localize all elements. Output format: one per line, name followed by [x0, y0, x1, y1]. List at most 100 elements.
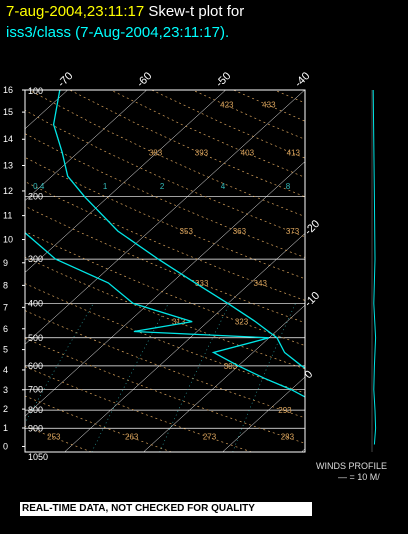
height-tick-2: 2 [3, 404, 8, 414]
height-tick-6: 6 [3, 324, 8, 334]
height-tick-0: 0 [3, 441, 8, 451]
temp-top-tick--70: -70 [56, 70, 76, 90]
adiabat-label-433: 433 [262, 101, 276, 110]
adiabat-label-343: 343 [254, 279, 268, 288]
dry-adiabat-443 [274, 90, 305, 104]
adiabat-label-293: 293 [278, 406, 292, 415]
pressure-tick-700: 700 [28, 385, 43, 395]
height-tick-12: 12 [3, 186, 13, 196]
temp-top-tick--40: -40 [293, 70, 313, 90]
isotherm--70 [25, 90, 68, 130]
winds-profile-label: WINDS PROFILE — = 10 M/ [316, 461, 387, 483]
isotherm-0 [222, 376, 305, 452]
isotherm--20 [64, 233, 305, 452]
pressure-tick-800: 800 [28, 405, 43, 415]
isotherm-10 [301, 448, 305, 452]
winds-profile-title: WINDS PROFILE [316, 461, 388, 471]
isotherm--10 [143, 304, 305, 452]
isotherm--30 [25, 161, 305, 417]
title-line-1: 7-aug-2004,23:11:17 Skew-t plot for [6, 3, 244, 20]
height-tick-16: 16 [3, 85, 13, 95]
dry-adiabat-253 [25, 425, 92, 452]
dry-adiabat-263 [25, 395, 172, 452]
height-tick-7: 7 [3, 302, 8, 312]
pressure-tick-200: 200 [28, 192, 43, 202]
title-time: 7-aug-2004,23:11:17 [6, 3, 145, 20]
height-tick-10: 10 [3, 235, 13, 245]
title-station: iss3/class (7-Aug-2004,23:11:17). [6, 24, 230, 41]
height-tick-14: 14 [3, 134, 13, 144]
pressure-tick-1050: 1050 [28, 452, 48, 462]
mixing-label-0.4: 0.4 [33, 182, 45, 191]
wind-profile [372, 89, 377, 445]
mixing-label-4: 4 [221, 182, 226, 191]
dry-adiabat-393 [69, 90, 305, 198]
dry-adiabat-293 [25, 310, 305, 419]
isotherm--50 [25, 90, 226, 273]
height-tick-5: 5 [3, 345, 8, 355]
mixing-line-1 [91, 303, 169, 452]
mixing-label-2: 2 [160, 182, 165, 191]
dry-adiabat-303 [25, 283, 305, 394]
dry-adiabat-343 [25, 181, 305, 301]
dry-adiabat-453 [315, 90, 408, 452]
adiabat-label-283: 283 [281, 433, 295, 442]
trace-dewpoint [25, 231, 305, 398]
dry-adiabat-433 [233, 90, 305, 122]
adiabat-label-383: 383 [149, 148, 163, 157]
title-text: Skew-t plot for [144, 3, 245, 20]
mixing-line-0.4 [25, 303, 94, 424]
adiabat-label-393: 393 [195, 148, 209, 157]
dry-adiabat-403 [110, 90, 305, 178]
dry-adiabat-323 [25, 231, 305, 346]
dry-adiabat-473 [397, 90, 408, 452]
pressure-tick-500: 500 [28, 333, 43, 343]
dry-adiabat-363 [25, 133, 305, 258]
plot-border [24, 89, 306, 453]
isotherm--60 [25, 90, 147, 201]
mixing-line-12 [360, 303, 408, 452]
dry-adiabat-333 [25, 205, 305, 324]
dry-adiabat-383 [28, 90, 305, 217]
height-tick-1: 1 [3, 423, 8, 433]
pressure-tick-300: 300 [28, 254, 43, 264]
height-tick-4: 4 [3, 365, 8, 375]
winds-scale: — = 10 M/ [338, 472, 380, 482]
isotherm-20 [381, 90, 408, 452]
adiabat-label-273: 273 [203, 433, 217, 442]
trace-temperature [52, 90, 305, 370]
adiabat-label-313: 313 [172, 318, 186, 327]
dry-adiabat-413 [151, 90, 305, 159]
height-tick-11: 11 [3, 211, 12, 221]
adiabat-label-363: 363 [233, 227, 247, 236]
temp-top-tick--60: -60 [135, 70, 155, 90]
dry-adiabat-313 [25, 256, 305, 370]
dry-adiabat-273 [25, 366, 252, 452]
dry-adiabat-353 [25, 157, 305, 280]
temp-right-tick-0: 0 [303, 368, 316, 381]
pressure-tick-100: 100 [28, 86, 43, 96]
pressure-tick-600: 600 [28, 361, 43, 371]
dry-adiabat-423 [192, 90, 305, 140]
adiabat-label-333: 333 [195, 279, 209, 288]
adiabat-label-323: 323 [235, 318, 249, 327]
height-tick-13: 13 [3, 161, 13, 171]
adiabat-label-423: 423 [220, 101, 234, 110]
mixing-label-8: 8 [286, 182, 291, 191]
height-tick-15: 15 [3, 107, 13, 117]
height-tick-3: 3 [3, 385, 8, 395]
dry-adiabat-463 [356, 90, 408, 452]
height-tick-8: 8 [3, 280, 8, 290]
adiabat-label-303: 303 [224, 362, 238, 371]
mixing-line-8 [311, 303, 366, 452]
adiabat-label-253: 253 [47, 433, 61, 442]
pressure-tick-400: 400 [28, 298, 43, 308]
quality-stamp: REAL-TIME DATA, NOT CHECKED FOR QUALITY [20, 502, 312, 516]
dry-adiabat-373 [25, 109, 305, 238]
dry-adiabat-243 [0, 90, 11, 452]
adiabat-label-263: 263 [125, 433, 139, 442]
adiabat-label-413: 413 [287, 148, 301, 157]
adiabat-label-353: 353 [180, 227, 194, 236]
temp-top-tick--50: -50 [214, 70, 234, 90]
